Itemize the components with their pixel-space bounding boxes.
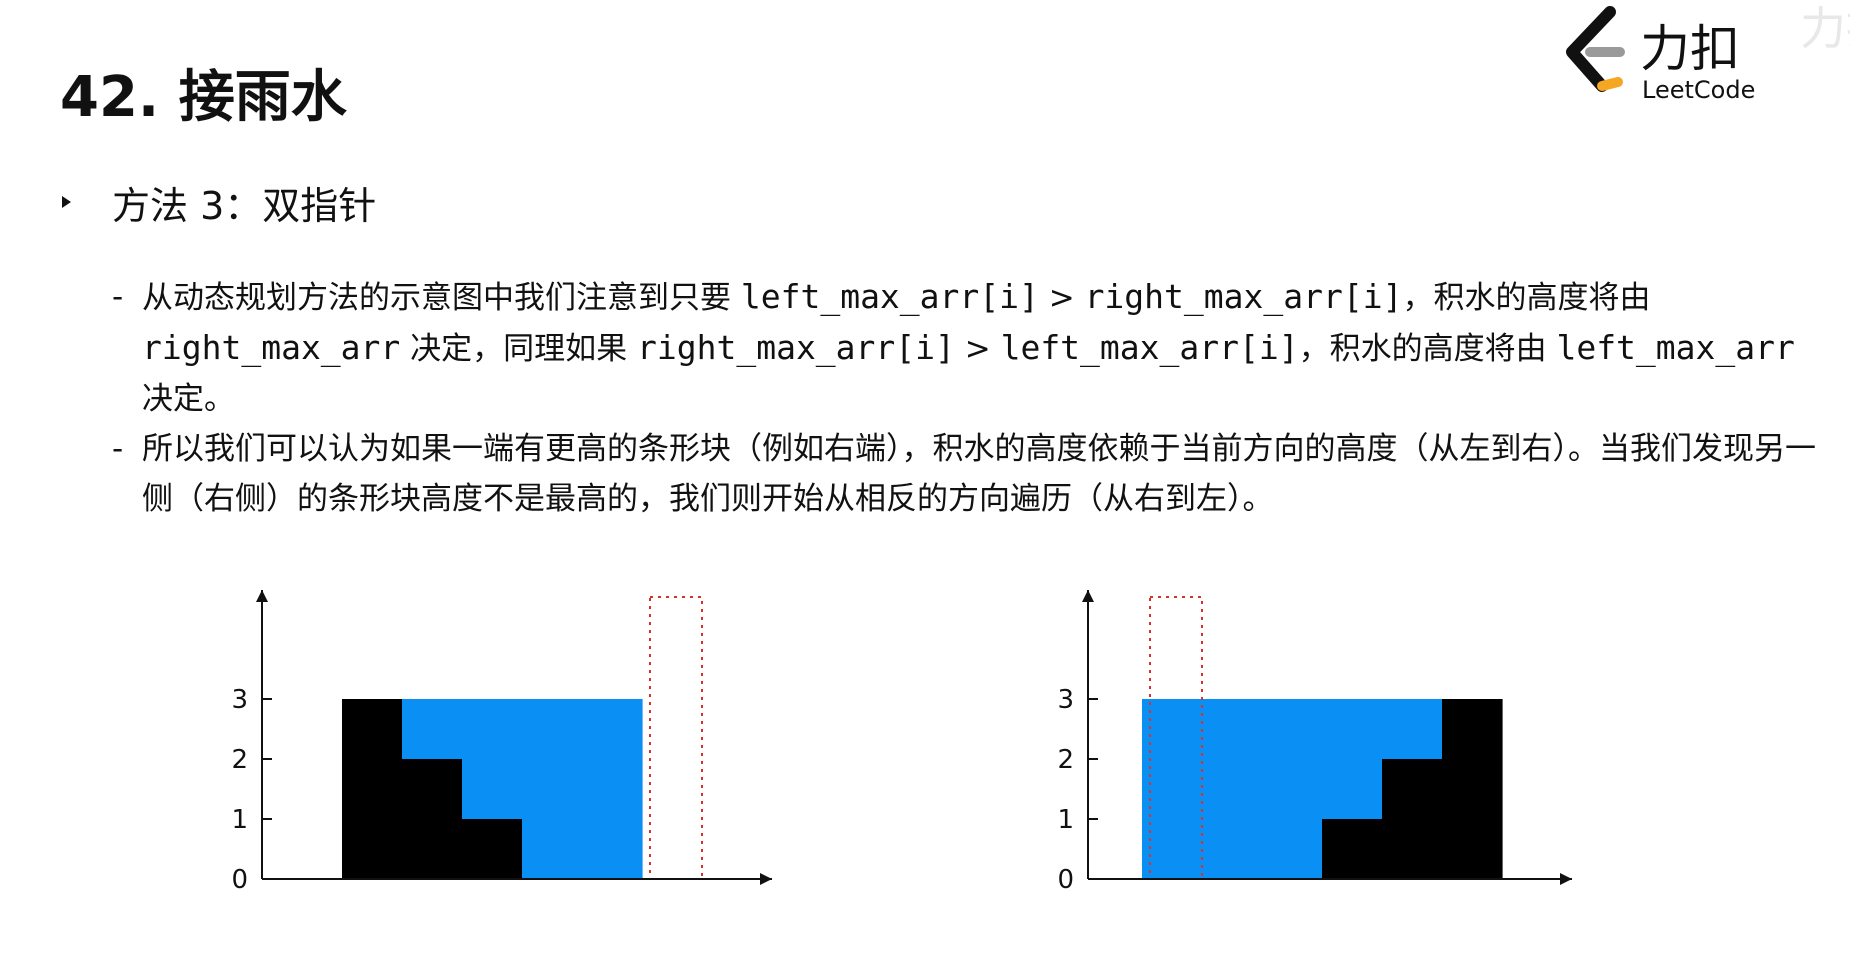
code-right-max-i-2: right_max_arr[i] xyxy=(637,328,955,367)
logo-watermark: 力扣 xyxy=(1800,6,1850,55)
water-cell xyxy=(402,699,463,759)
y-axis-arrow-icon xyxy=(1082,590,1094,602)
explanation-item-2: - 所以我们可以认为如果一端有更高的条形块（例如右端），积水的高度依赖于当前方向… xyxy=(112,424,1832,524)
y-axis-arrow-icon xyxy=(256,590,268,602)
y-tick-label: 3 xyxy=(1057,685,1074,715)
explanation-text-2: 所以我们可以认为如果一端有更高的条形块（例如右端），积水的高度依赖于当前方向的高… xyxy=(142,431,1816,517)
water-cell xyxy=(522,699,583,879)
page-title: 42. 接雨水 xyxy=(60,65,347,130)
logo-text-cn: 力扣 xyxy=(1640,20,1740,78)
water-cell xyxy=(1262,699,1323,879)
dotted-bar xyxy=(1149,596,1203,880)
chart-left: 0 1 2 3 xyxy=(231,590,772,895)
x-axis-arrow-icon xyxy=(1560,873,1572,885)
water-cell xyxy=(1382,699,1443,759)
water-cell xyxy=(582,699,643,879)
y-tick-label: 2 xyxy=(231,745,248,775)
y-tick-label: 2 xyxy=(1057,745,1074,775)
y-tick-label: 3 xyxy=(231,685,248,715)
bullet-triangle-icon xyxy=(62,196,71,208)
code-left-max-arr: left_max_arr xyxy=(1556,328,1795,367)
chart-right: 0 1 2 3 xyxy=(1057,590,1572,895)
bar xyxy=(462,819,523,879)
dotted-bar xyxy=(649,596,703,880)
water-cell xyxy=(1202,699,1263,879)
code-right-max-arr: right_max_arr xyxy=(142,328,401,367)
y-tick-label: 1 xyxy=(231,805,248,835)
bar xyxy=(342,699,403,879)
logo-text-en: LeetCode xyxy=(1642,76,1755,104)
leetcode-logo: 力扣 力扣 LeetCode xyxy=(1550,1,1855,106)
x-axis-arrow-icon xyxy=(760,873,772,885)
dash-marker: - xyxy=(112,279,124,315)
leetcode-logo-icon: 力扣 力扣 LeetCode xyxy=(1566,1,1855,104)
method-heading: 方法 3：双指针 xyxy=(112,184,377,228)
dash-marker: - xyxy=(112,431,124,467)
bar xyxy=(1442,699,1503,879)
bar xyxy=(1322,819,1383,879)
explanation-text-1: 从动态规划方法的示意图中我们注意到只要 left_max_arr[i] > ri… xyxy=(142,277,1795,417)
y-tick-label: 0 xyxy=(1057,865,1074,895)
code-left-max-i: left_max_arr[i] xyxy=(740,277,1039,316)
bar xyxy=(402,759,463,879)
water-cell xyxy=(1142,699,1203,879)
y-tick-label: 1 xyxy=(1057,805,1074,835)
code-left-max-i-2: left_max_arr[i] xyxy=(1000,328,1299,367)
water-cell xyxy=(462,699,523,819)
water-cell xyxy=(1322,699,1383,819)
explanation-item-1: - 从动态规划方法的示意图中我们注意到只要 left_max_arr[i] > … xyxy=(112,272,1832,424)
code-right-max-i: right_max_arr[i] xyxy=(1084,277,1403,316)
bar xyxy=(1382,759,1443,879)
y-tick-label: 0 xyxy=(231,865,248,895)
